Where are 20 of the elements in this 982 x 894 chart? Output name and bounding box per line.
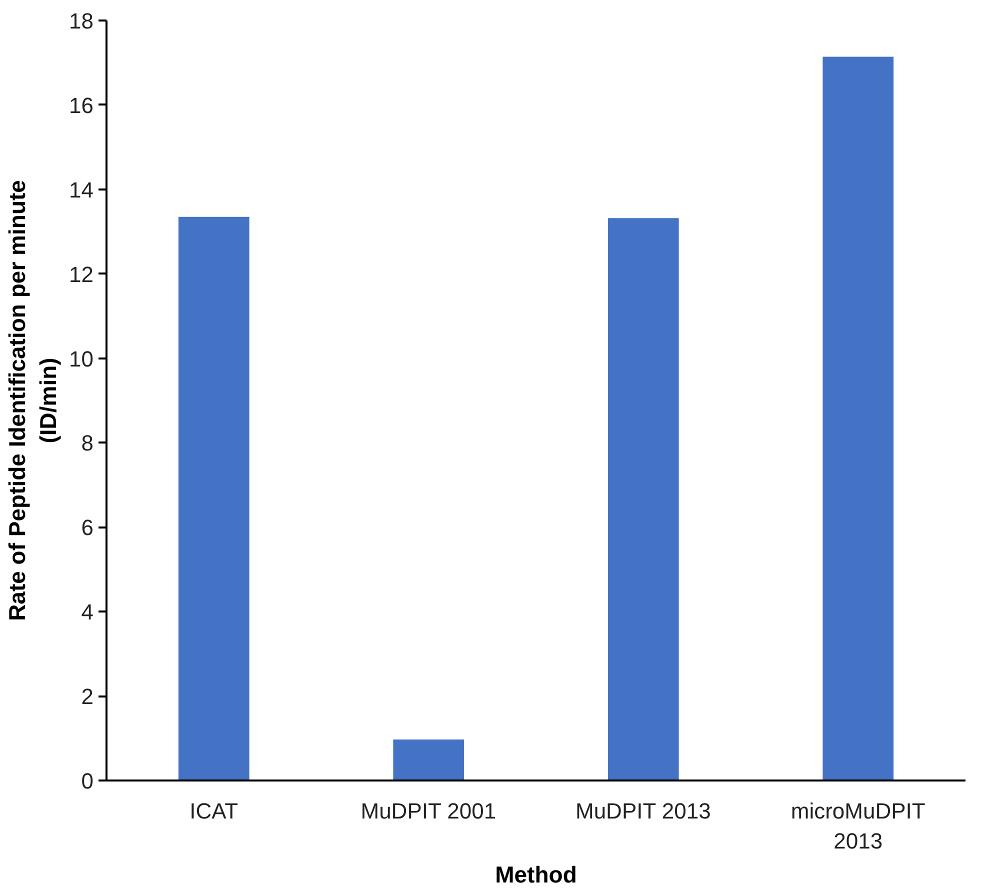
y-tick-label: 2 bbox=[81, 684, 94, 710]
bar bbox=[608, 218, 679, 780]
y-tick-label: 18 bbox=[69, 8, 94, 34]
x-axis-title: Method bbox=[495, 862, 577, 888]
bar bbox=[393, 740, 464, 780]
y-tick-label: 16 bbox=[69, 92, 94, 118]
y-tick-label: 12 bbox=[69, 262, 94, 287]
y-tick-label: 0 bbox=[81, 768, 94, 794]
y-tick-label: 6 bbox=[81, 515, 94, 540]
y-tick-label: 4 bbox=[81, 600, 94, 625]
x-tick-label: MuDPIT 2001 bbox=[360, 798, 496, 824]
x-tick-label: microMuDPIT 2013 bbox=[790, 798, 926, 854]
x-tick-label: MuDPIT 2013 bbox=[576, 798, 711, 824]
y-axis-title: Rate of Peptide Identification per minute (ID/min) bbox=[4, 180, 62, 621]
x-tick-label: ICAT bbox=[190, 798, 238, 824]
bar bbox=[178, 216, 250, 780]
y-tick-label: 8 bbox=[81, 430, 94, 456]
bar bbox=[822, 56, 894, 780]
y-tick-label: 10 bbox=[69, 346, 94, 372]
y-tick-label: 14 bbox=[69, 177, 94, 202]
